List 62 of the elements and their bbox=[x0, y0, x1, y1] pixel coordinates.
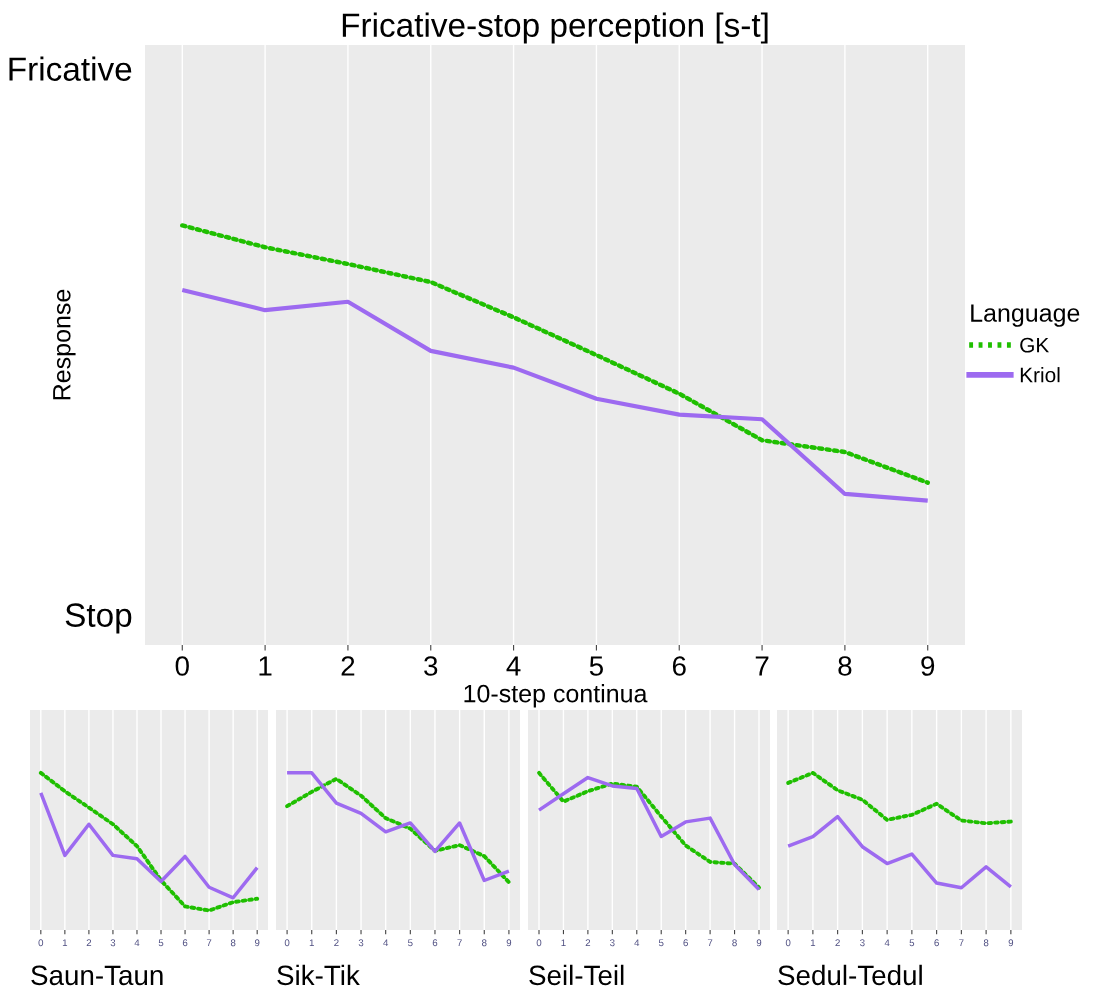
x-axis-title: 10-step continua bbox=[464, 684, 648, 708]
x-axis-title: Saun-Taun bbox=[31, 965, 163, 986]
x-tick-label: 2 bbox=[341, 656, 355, 676]
x-tick-label: 1 bbox=[810, 939, 816, 947]
x-tick-label: 3 bbox=[424, 656, 438, 676]
x-tick-label: 7 bbox=[206, 939, 212, 947]
text: Stop bbox=[65, 603, 132, 634]
x-tick-label: 1 bbox=[62, 939, 68, 947]
x-tick-label: 2 bbox=[835, 939, 840, 947]
x-tick-label: 1 bbox=[309, 939, 314, 947]
x-tick-label: 0 bbox=[38, 939, 44, 947]
x-tick-label: 0 bbox=[536, 939, 542, 947]
x-tick-label: 7 bbox=[707, 939, 713, 947]
x-tick-label: 8 bbox=[732, 939, 737, 947]
x-tick-label: 9 bbox=[506, 939, 512, 947]
x-tick-label: 2 bbox=[86, 939, 92, 947]
x-axis-title: Sedul-Tedul bbox=[778, 964, 922, 986]
x-tick-label: 4 bbox=[884, 939, 890, 947]
x-axis-title: Seil-Teil bbox=[529, 964, 624, 986]
x-tick-label: 3 bbox=[110, 939, 116, 947]
x-tick-label: 9 bbox=[254, 939, 260, 947]
x-tick-label: 8 bbox=[230, 939, 236, 947]
x-tick-label: 3 bbox=[358, 939, 364, 947]
x-tick-label: 0 bbox=[785, 939, 791, 947]
x-tick-label: 9 bbox=[1008, 939, 1014, 947]
x-tick-label: 6 bbox=[683, 939, 688, 947]
x-tick-label: 9 bbox=[921, 656, 935, 676]
x-tick-label: 0 bbox=[175, 656, 189, 676]
x-tick-label: 4 bbox=[134, 939, 140, 947]
text: Fricative bbox=[9, 56, 132, 81]
x-tick-label: 2 bbox=[585, 939, 591, 947]
x-tick-label: 5 bbox=[909, 939, 915, 947]
x-tick-label: 4 bbox=[383, 939, 389, 947]
x-tick-label: 5 bbox=[658, 939, 664, 947]
x-tick-label: 2 bbox=[334, 939, 339, 947]
x-tick-label: 0 bbox=[284, 939, 290, 947]
x-tick-label: 6 bbox=[934, 939, 939, 947]
chart-title: Fricative-stop perception [s-t] bbox=[342, 12, 768, 44]
x-tick-label: 1 bbox=[259, 656, 272, 676]
x-tick-label: 7 bbox=[755, 656, 769, 676]
x-tick-label: 9 bbox=[756, 939, 762, 947]
x-tick-label: 5 bbox=[589, 656, 603, 676]
x-tick-label: 3 bbox=[860, 939, 865, 947]
legend-label: Kriol bbox=[1020, 367, 1060, 383]
x-tick-label: 7 bbox=[959, 939, 964, 947]
x-tick-label: 5 bbox=[158, 939, 164, 947]
x-tick-label: 8 bbox=[481, 939, 487, 947]
legend-label: GK bbox=[1020, 337, 1050, 353]
x-tick-label: 6 bbox=[182, 939, 188, 947]
y-axis-title: Response bbox=[53, 289, 76, 400]
x-tick-label: 4 bbox=[506, 656, 521, 676]
x-tick-label: 4 bbox=[634, 939, 640, 947]
x-tick-label: 5 bbox=[408, 939, 413, 947]
x-tick-label: 3 bbox=[610, 939, 615, 947]
x-tick-label: 6 bbox=[672, 656, 686, 676]
x-tick-label: 1 bbox=[561, 939, 566, 947]
legend-title: Language bbox=[971, 304, 1080, 327]
x-tick-label: 8 bbox=[838, 656, 852, 676]
x-tick-label: 6 bbox=[432, 939, 438, 947]
x-tick-label: 8 bbox=[983, 939, 989, 947]
x-axis-title: Sik-Tik bbox=[277, 964, 360, 986]
x-tick-label: 7 bbox=[457, 939, 462, 947]
